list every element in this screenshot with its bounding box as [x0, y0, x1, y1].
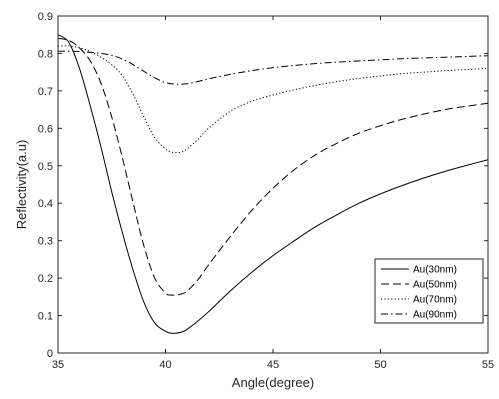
y-tick-label: 0.1 — [38, 311, 53, 323]
y-tick-label: 0.9 — [38, 11, 53, 23]
legend-label: Au(50nm) — [413, 280, 457, 291]
x-tick-label: 55 — [482, 359, 494, 371]
series-line-4 — [57, 50, 489, 85]
legend-box — [374, 258, 484, 324]
legend-label: Au(30nm) — [413, 265, 457, 276]
x-tick-label: 45 — [267, 359, 279, 371]
y-tick-label: 0.6 — [38, 123, 53, 135]
y-tick-label: 0.4 — [38, 198, 53, 210]
series-line-2 — [57, 37, 489, 296]
legend-label: Au(90nm) — [413, 310, 457, 321]
y-axis-title: Reflectivity(a.u) — [14, 140, 29, 230]
y-tick-label: 0.5 — [38, 161, 53, 173]
y-tick-label: 0.3 — [38, 236, 53, 248]
x-axis-title: Angle(degree) — [232, 375, 314, 390]
y-tick-label: 0.2 — [38, 273, 53, 285]
series-line-1 — [57, 34, 489, 334]
x-tick-label: 35 — [52, 359, 64, 371]
y-tick-label: 0.8 — [38, 48, 53, 60]
y-tick-label: 0.7 — [38, 86, 53, 98]
x-tick-label: 40 — [159, 359, 171, 371]
legend-label: Au(70nm) — [413, 295, 457, 306]
ticks-layer: 35 40 45 50 55 0 0.1 0.2 0.3 0.4 0.5 0.6 0.7 0.8 0.9 — [38, 11, 494, 371]
series-layer — [57, 34, 489, 334]
x-tick-label: 50 — [374, 359, 386, 371]
legend: Au(30nm) Au(50nm) Au(70nm) Au(90nm) — [374, 258, 484, 324]
y-tick-label: 0 — [47, 348, 53, 360]
